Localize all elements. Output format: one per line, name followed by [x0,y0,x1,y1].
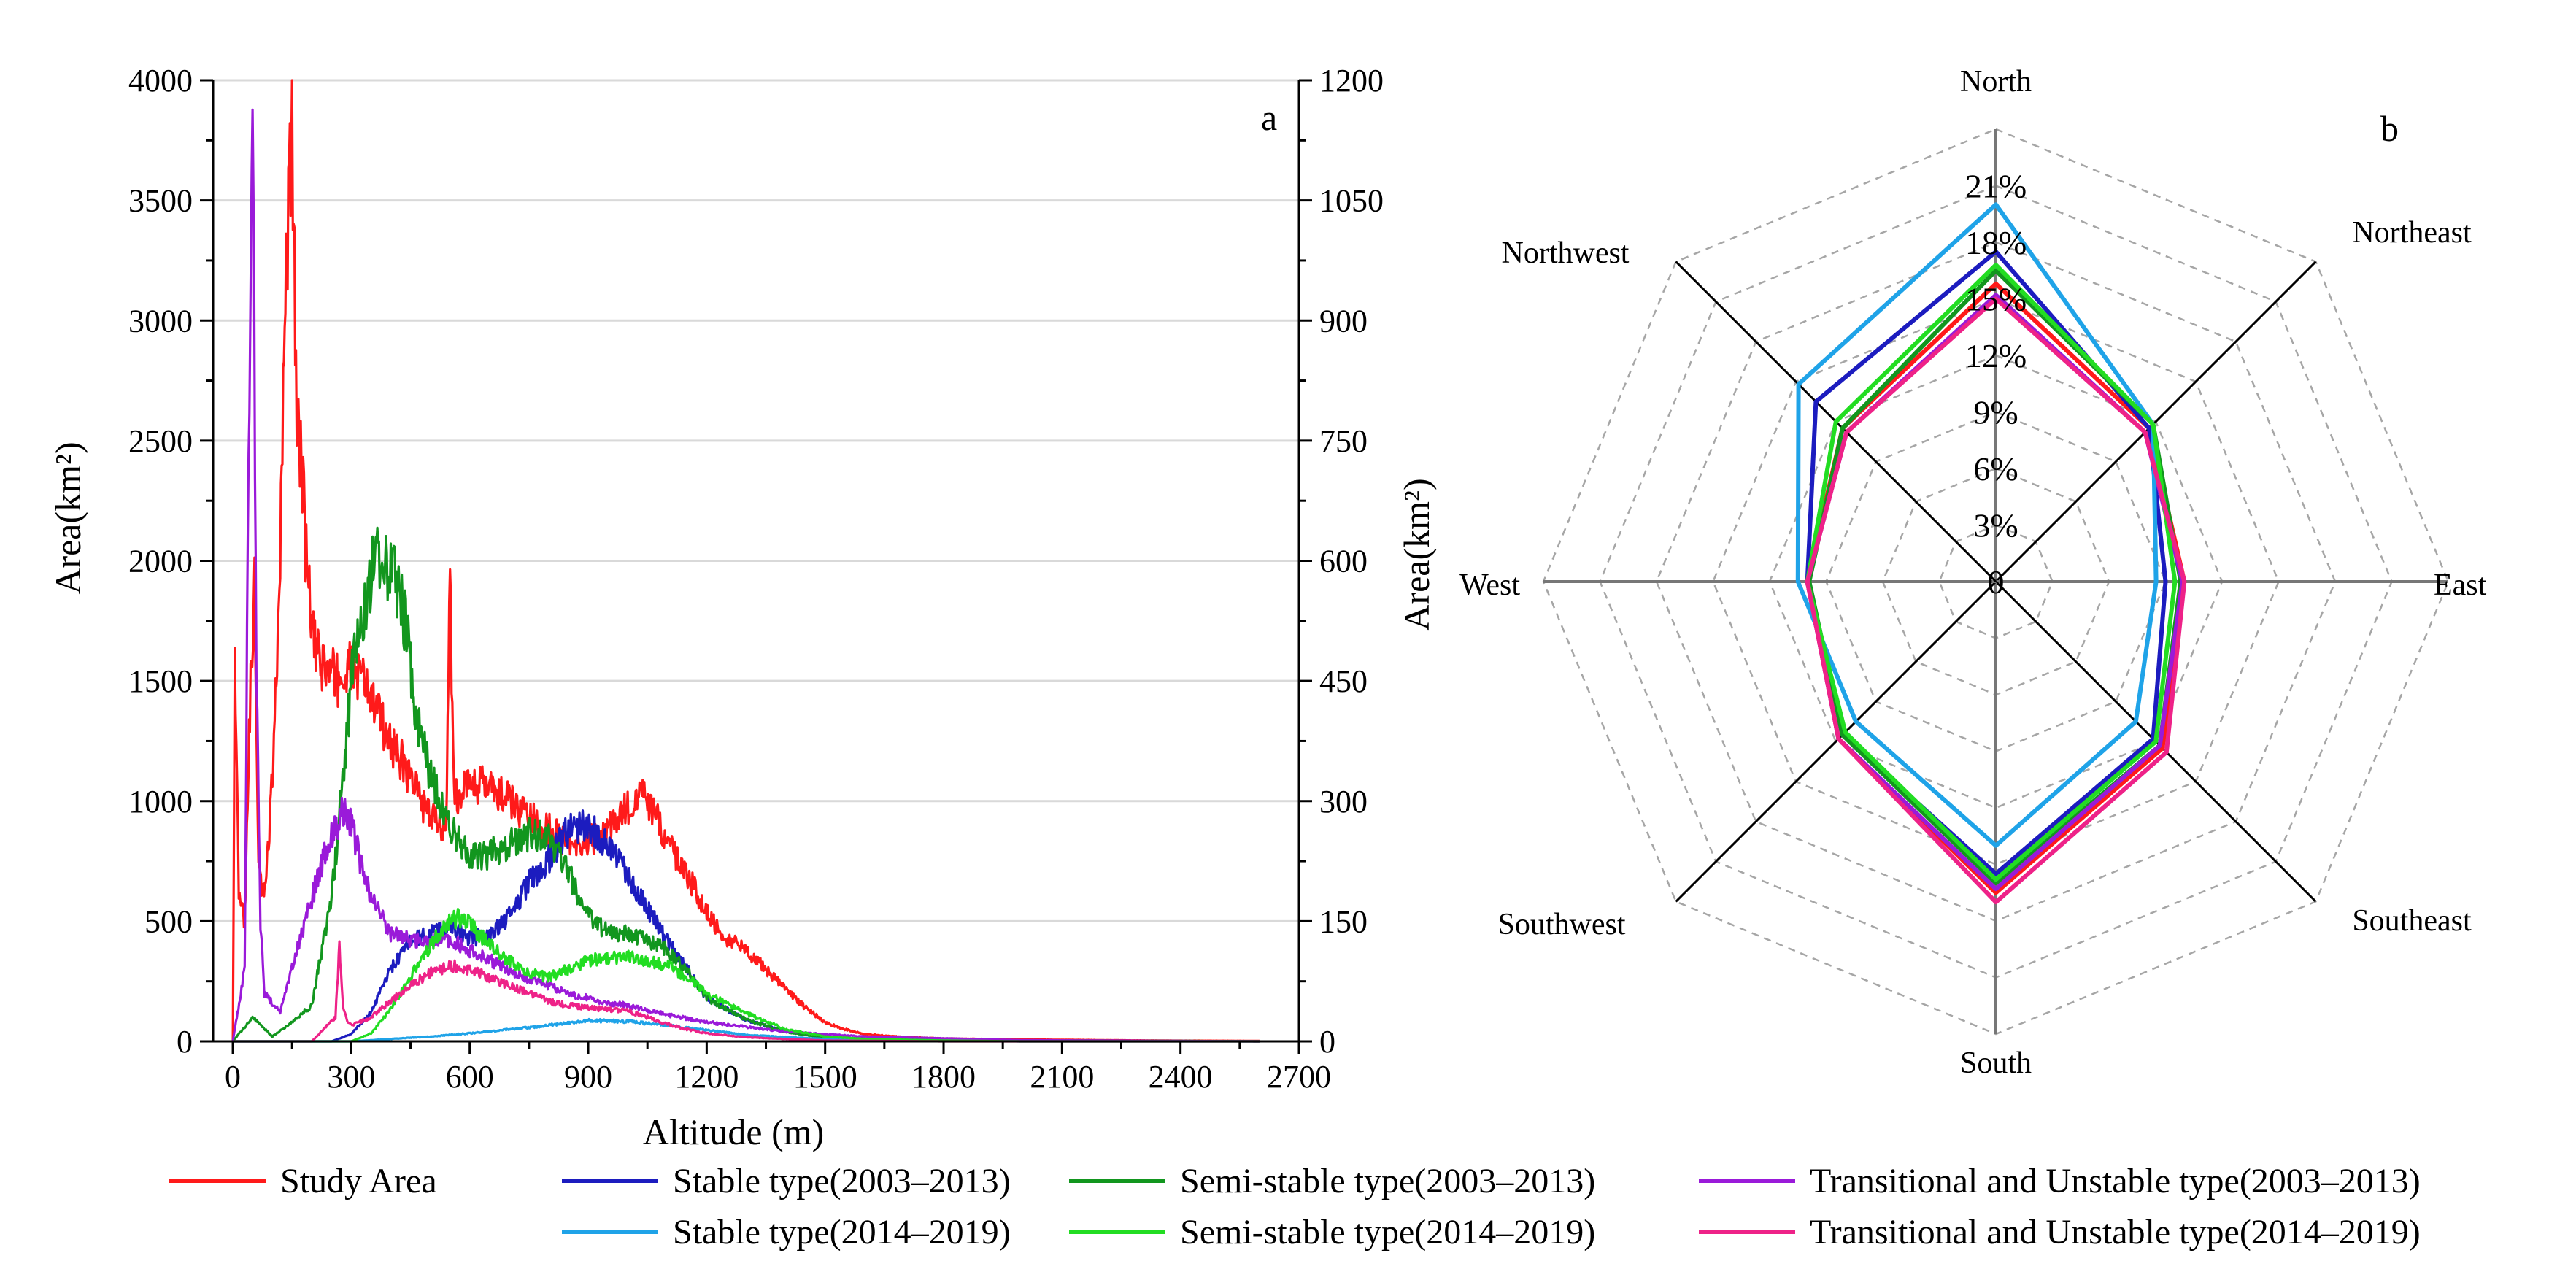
y-right-tick-label: 600 [1319,544,1368,579]
radar-series-line [1795,202,2159,848]
y-axis-label-left: Area(km²) [47,441,88,594]
legend-item: Transitional and Unstable type(2014–2019… [1699,1213,2421,1252]
tick-labels: 0 300 600 900 1200 1500 1800 2100 2400 2700050010… [128,63,1384,1095]
x-tick-label: 2400 [1149,1059,1213,1095]
y-right-tick-label: 300 [1319,784,1368,820]
x-tick-label: 0 [225,1059,241,1095]
legend-label: Transitional and Unstable type(2014–2019… [1810,1213,2421,1252]
legend-label: Study Area [280,1162,437,1200]
legend: Study Area Stable type(2003–2013) Semi-sta… [169,1162,2421,1252]
radar-spoke [1994,261,2317,583]
y-left-tick-label: 500 [144,903,193,939]
y-axis-label-right: Area(km²) [1396,478,1437,630]
y-left-tick-label: 0 [177,1024,193,1060]
y-right-tick-label: 750 [1319,423,1368,459]
x-tick-label: 1200 [674,1059,739,1095]
x-tick-label: 1500 [793,1059,857,1095]
legend-label: Semi-stable type(2014–2019) [1180,1213,1595,1252]
radar-series-line [1805,296,2187,905]
legend-item: Semi-stable type(2014–2019) [1069,1213,1595,1252]
radar-ring-label: 6% [1973,450,2018,487]
radar-ring-label: 15% [1965,281,2027,318]
x-tick-label: 2700 [1267,1059,1331,1095]
y-left-tick-label: 2500 [128,423,193,459]
y-right-tick-label: 0 [1319,1024,1335,1060]
panel-label-b: b [2380,108,2399,149]
y-right-tick-label: 450 [1319,663,1368,699]
radar-ring-label: 0 [1988,563,2005,601]
radar-ring-labels: 0 3% 6% 9% 12% 15% 18% 21% [1965,168,2027,601]
radar-series-line [1805,263,2178,882]
x-tick-label: 1800 [911,1059,976,1095]
legend-item: Stable type(2003–2013) [562,1162,1011,1200]
direction-label: East [2434,568,2487,602]
y-left-tick-label: 1000 [128,784,193,820]
aspect-radar-chart: 0 3% 6% 9% 12% 15% 18% 21% North Northeast East So… [1459,65,2487,1080]
x-axis-label: Altitude (m) [643,1111,825,1152]
radar-ring-label: 12% [1965,337,2027,374]
altitude-chart: 0 300 600 900 1200 1500 1800 2100 2400 2700050010… [47,63,1437,1152]
x-tick-label: 600 [446,1059,494,1095]
x-tick-label: 2100 [1030,1059,1094,1095]
radar-series [1795,202,2187,905]
panel-label-a: a [1261,97,1277,138]
series-line [231,526,1260,1043]
x-tick-label: 900 [564,1059,612,1095]
legend-item: Semi-stable type(2003–2013) [1069,1162,1595,1200]
direction-label: Northeast [2352,216,2472,250]
y-right-tick-label: 150 [1319,903,1368,939]
radar-ring-label: 21% [1965,168,2027,205]
series-line [232,809,1260,1043]
direction-label: South [1960,1046,2032,1080]
legend-label: Stable type(2014–2019) [673,1213,1011,1252]
direction-label: Southwest [1497,908,1625,941]
y-left-tick-label: 3000 [128,303,193,339]
direction-label: North [1960,65,2032,99]
direction-label: Northwest [1502,236,1630,270]
legend-label: Stable type(2003–2013) [673,1162,1011,1200]
radar-ring-label: 18% [1965,224,2027,261]
legend-item: Study Area [169,1162,437,1200]
legend-item: Transitional and Unstable type(2003–2013… [1699,1162,2421,1200]
y-left-tick-label: 1500 [128,663,193,699]
grid-lines [213,79,1299,922]
radar-direction-labels: North Northeast East Southeast South Southwes… [1459,65,2487,1080]
radar-ring-label: 3% [1973,507,2018,544]
y-left-tick-label: 4000 [128,63,193,99]
y-left-tick-label: 2000 [128,544,193,579]
legend-item: Stable type(2014–2019) [562,1213,1011,1252]
direction-label: West [1459,568,1520,602]
legend-label: Semi-stable type(2003–2013) [1180,1162,1595,1200]
y-right-tick-label: 900 [1319,303,1368,339]
x-tick-label: 300 [327,1059,375,1095]
direction-label: Southeast [2352,904,2472,938]
y-left-tick-label: 3500 [128,183,193,219]
radar-ring-label: 9% [1973,394,2018,431]
legend-label: Transitional and Unstable type(2003–2013… [1810,1162,2421,1200]
radar-spoke [1675,580,1997,903]
y-right-tick-label: 1200 [1319,63,1384,99]
y-right-tick-label: 1050 [1319,183,1384,219]
